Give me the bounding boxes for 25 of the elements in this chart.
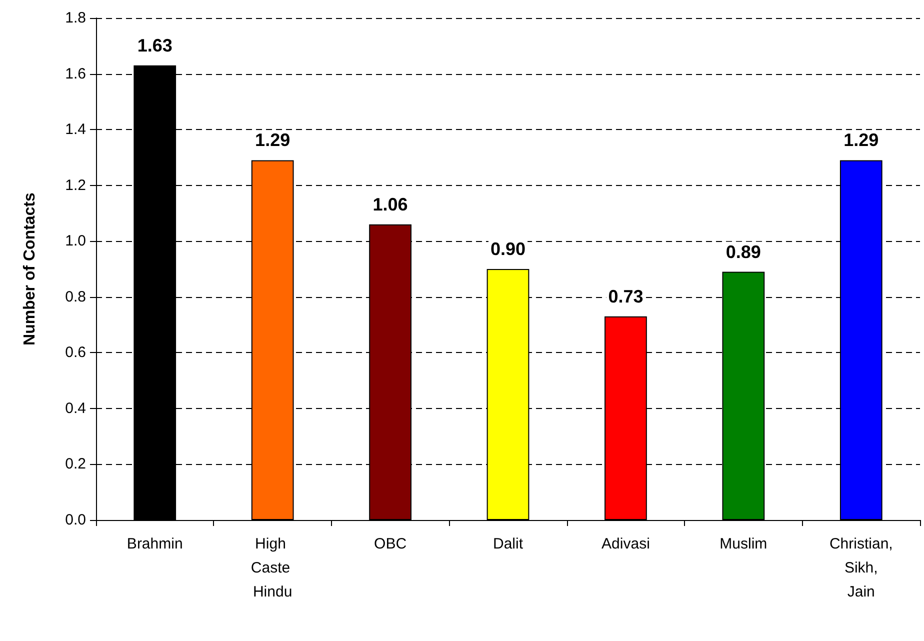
x-tick-label: OBC [374,536,407,552]
x-tick-label: High Caste Hindu [250,536,294,600]
y-tick-label: 1.0 [65,232,86,250]
y-tick-label: 1.2 [65,176,86,194]
data-label: 0.89 [726,242,761,262]
y-tick-label: 1.6 [65,65,86,82]
y-tick-label: 1.4 [65,121,86,138]
data-label: 1.29 [255,130,290,150]
x-tick-label: Dalit [492,536,524,552]
x-tick-label: Christian, Sikh, Jain [829,536,893,600]
y-tick-label: 0.6 [65,344,86,362]
y-tick-label: 0.4 [65,400,86,417]
data-label: 1.06 [372,194,408,214]
y-tick-label: 0.2 [65,456,86,473]
y-tick-label: 0.8 [65,288,86,306]
data-label: 1.63 [137,35,172,56]
data-label: 0.73 [608,286,644,306]
y-axis-title: Number of Contacts [22,192,38,346]
data-label: 0.90 [490,239,526,259]
x-tick-label: Brahmin [126,536,183,552]
y-tick-label: 1.8 [65,10,86,26]
x-tick-label: Adivasi [602,536,650,552]
data-label: 1.29 [844,130,879,150]
y-tick-label: 0.0 [65,512,86,528]
x-tick-label: Muslim [720,536,768,552]
